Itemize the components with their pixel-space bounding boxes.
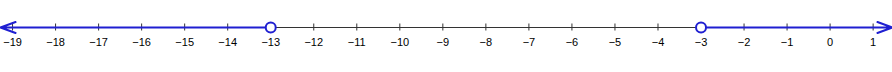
svg-text:0: 0 (827, 36, 833, 48)
svg-text:−2: −2 (738, 36, 751, 48)
svg-text:−6: −6 (566, 36, 579, 48)
svg-text:−19: −19 (3, 36, 22, 48)
svg-text:−17: −17 (89, 36, 108, 48)
svg-text:1: 1 (870, 36, 876, 48)
svg-text:−8: −8 (480, 36, 493, 48)
svg-text:−10: −10 (390, 36, 409, 48)
svg-text:−4: −4 (652, 36, 665, 48)
svg-text:−7: −7 (523, 36, 536, 48)
svg-text:−1: −1 (781, 36, 794, 48)
svg-text:−3: −3 (695, 36, 708, 48)
svg-text:−12: −12 (304, 36, 323, 48)
svg-text:−13: −13 (261, 36, 280, 48)
svg-text:−11: −11 (348, 36, 366, 48)
svg-text:−18: −18 (46, 36, 65, 48)
svg-text:−16: −16 (132, 36, 151, 48)
svg-text:−15: −15 (175, 36, 194, 48)
svg-text:−14: −14 (218, 36, 237, 48)
svg-text:−5: −5 (609, 36, 622, 48)
svg-text:−9: −9 (437, 36, 450, 48)
